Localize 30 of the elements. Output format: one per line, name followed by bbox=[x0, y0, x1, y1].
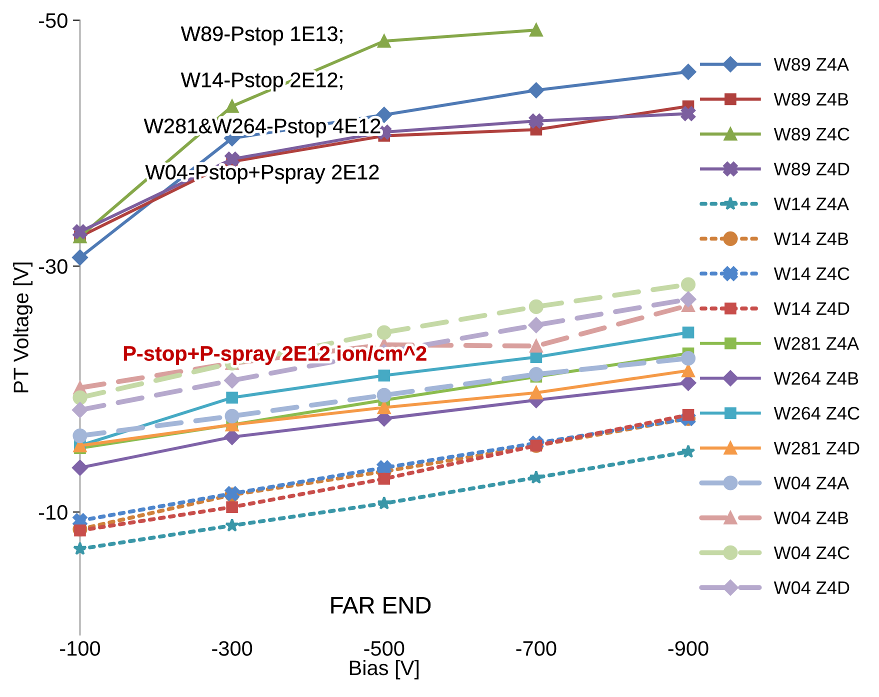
legend-label: W264 Z4B bbox=[774, 372, 858, 385]
y-tick-label: -10 bbox=[39, 505, 68, 520]
annotation: FAR END bbox=[331, 597, 431, 614]
legend-label: W14 Z4D bbox=[774, 302, 850, 315]
legend-label: W04 Z4B bbox=[774, 512, 848, 524]
x-tick-label: -100 bbox=[60, 641, 100, 656]
legend-label: W04 Z4A bbox=[774, 476, 850, 490]
legend-label: W04 Z4D bbox=[774, 581, 850, 594]
legend-label: W04 Z4C bbox=[774, 546, 850, 560]
annotation: P-stop+P-spray 2E12 ion/cm^2 bbox=[124, 346, 426, 365]
annotation: W14-Pstop 2E12; bbox=[180, 72, 342, 92]
x-tick-label: -900 bbox=[668, 641, 708, 656]
y-tick-label: -30 bbox=[39, 259, 68, 274]
legend-label: W14 Z4C bbox=[774, 267, 850, 280]
y-tick-label: -50 bbox=[39, 13, 68, 28]
legend-label: W281 Z4A bbox=[774, 337, 860, 350]
legend-label: W281 Z4D bbox=[774, 442, 860, 455]
legend-label: W89 Z4C bbox=[774, 128, 850, 141]
x-tick-label: -700 bbox=[516, 641, 556, 656]
x-tick-label: -500 bbox=[364, 641, 404, 656]
legend-label: W89 Z4B bbox=[774, 92, 848, 106]
legend-label: W14 Z4A bbox=[774, 198, 850, 210]
x-axis-title: Bias [V] bbox=[350, 660, 419, 680]
x-tick-label: -300 bbox=[212, 641, 252, 656]
legend-label: W89 Z4A bbox=[774, 58, 850, 71]
legend-label: W89 Z4D bbox=[774, 162, 850, 176]
y-axis-title: PT Voltage [V] bbox=[13, 262, 33, 392]
annotation: W89-Pstop 1E13; bbox=[180, 26, 342, 46]
legend-label: W264 Z4C bbox=[774, 406, 860, 420]
legend-label: W14 Z4B bbox=[774, 232, 848, 246]
